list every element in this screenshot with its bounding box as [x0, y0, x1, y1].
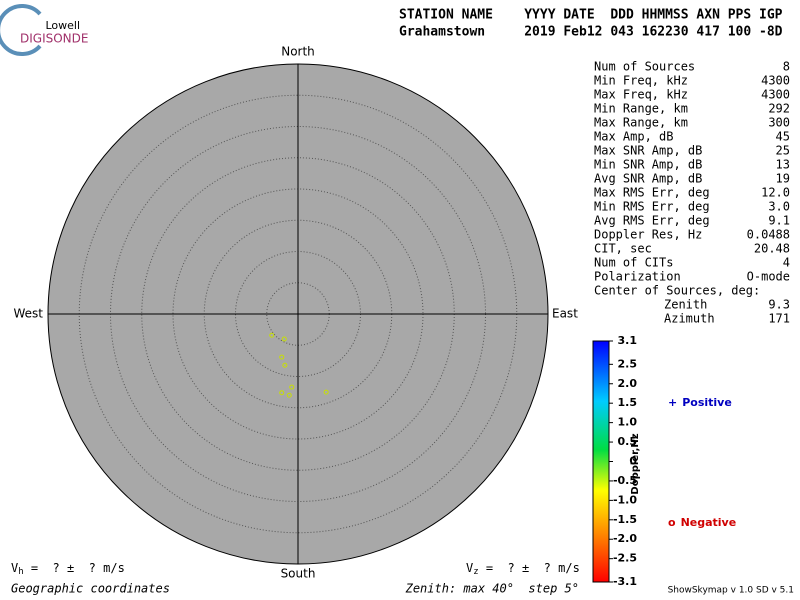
colorbar-tick-label: -0.5: [613, 474, 637, 487]
legend-name: Negative: [681, 516, 737, 529]
header-line: STATION NAME YYYY DATE DDD HHMMSS AXN PP…: [399, 8, 783, 23]
velocity-z: Vz = ? ± ? m/s: [466, 561, 580, 577]
legend-symbol: o: [668, 516, 676, 529]
stat-value: 19: [776, 172, 790, 186]
source-point: [286, 392, 292, 398]
stat-value: 4: [783, 256, 790, 270]
stat-value: 45: [776, 130, 790, 144]
colorbar-tick-label: 0: [629, 455, 637, 468]
source-point: [279, 354, 285, 360]
stat-value: O-mode: [747, 270, 790, 284]
stat-label: Max RMS Err, deg: [594, 186, 710, 200]
stat-value: 4300: [761, 88, 790, 102]
stat-label: CIT, sec: [594, 242, 652, 256]
colorbar-tick-label: 2.0: [618, 377, 638, 390]
stat-value: 4300: [761, 74, 790, 88]
stat-label: Min Range, km: [594, 102, 688, 116]
colorbar-tick-label: -2.0: [613, 532, 637, 545]
source-point: [269, 332, 275, 338]
direction-label: West: [13, 307, 43, 321]
source-point: [281, 336, 287, 342]
colorbar-label: Doppler,Hz: [630, 433, 641, 494]
source-point: [323, 389, 329, 395]
stat-label: Avg SNR Amp, dB: [594, 172, 702, 186]
stat-value: 3.0: [768, 200, 790, 214]
stat-label: Num of CITs: [594, 256, 673, 270]
colorbar-tick-label: -2.5: [613, 552, 637, 565]
stat-label: Max Amp, dB: [594, 130, 673, 144]
direction-label: North: [281, 45, 315, 59]
v-sub: z: [473, 567, 478, 577]
logo-arc: [0, 4, 42, 56]
stat-value: 300: [768, 116, 790, 130]
v-text: = ? ± ? m/s: [24, 561, 125, 575]
stat-value: 292: [768, 102, 790, 116]
center-title: Center of Sources, deg:: [594, 284, 760, 298]
logo-main: DIGISONDE: [20, 32, 88, 46]
center-value: 9.3: [768, 298, 790, 312]
colorbar-tick-label: -1.0: [613, 493, 637, 506]
stat-value: 20.48: [754, 242, 790, 256]
source-point: [289, 384, 295, 390]
stat-label: Max SNR Amp, dB: [594, 144, 702, 158]
logo-top: Lowell: [45, 19, 80, 32]
center-label: Azimuth: [664, 312, 715, 326]
stat-value: 8: [783, 60, 790, 74]
stat-label: Max Range, km: [594, 116, 688, 130]
v-symbol: V: [11, 561, 18, 575]
colorbar-tick-label: -1.5: [613, 513, 637, 526]
source-point: [282, 362, 288, 368]
stat-label: Min Freq, kHz: [594, 74, 688, 88]
stat-label: Min RMS Err, deg: [594, 200, 710, 214]
velocity-h: Vh = ? ± ? m/s: [11, 561, 125, 577]
colorbar-tick-label: 3.1: [618, 334, 638, 347]
coords-note: Geographic coordinates: [11, 582, 170, 596]
legend-entry: o Negative: [668, 516, 736, 529]
stat-value: 12.0: [761, 186, 790, 200]
version: ShowSkymap v 1.0 SD v 5.1: [668, 586, 794, 596]
stat-value: 25: [776, 144, 790, 158]
stat-label: Max Freq, kHz: [594, 88, 688, 102]
source-point: [279, 390, 285, 396]
legend-symbol: +: [668, 396, 677, 409]
stat-value: 9.1: [768, 214, 790, 228]
stat-value: 13: [776, 158, 790, 172]
colorbar-tick-label: 0.5: [618, 435, 638, 448]
colorbar-tick-label: 1.5: [618, 396, 638, 409]
stat-label: Avg RMS Err, deg: [594, 214, 710, 228]
colorbar: [592, 340, 610, 583]
header-line: Grahamstown 2019 Feb12 043 162230 417 10…: [399, 25, 783, 40]
v-symbol: V: [466, 561, 473, 575]
stat-value: 0.0488: [747, 228, 790, 242]
direction-label: South: [281, 567, 316, 581]
center-label: Zenith: [664, 298, 707, 312]
stat-label: Polarization: [594, 270, 681, 284]
legend-entry: + Positive: [668, 396, 732, 409]
stat-label: Doppler Res, Hz: [594, 228, 702, 242]
colorbar-tick-label: -3.1: [613, 575, 637, 588]
v-sub: h: [18, 567, 23, 577]
legend-name: Positive: [682, 396, 732, 409]
zenith-note: Zenith: max 40° step 5°: [405, 582, 579, 596]
colorbar-tick-label: 2.5: [618, 357, 638, 370]
direction-label: East: [552, 307, 578, 321]
stat-label: Min SNR Amp, dB: [594, 158, 702, 172]
colorbar-tick-label: 1.0: [618, 416, 638, 429]
center-value: 171: [768, 312, 790, 326]
v-text: = ? ± ? m/s: [479, 561, 580, 575]
stat-label: Num of Sources: [594, 60, 695, 74]
